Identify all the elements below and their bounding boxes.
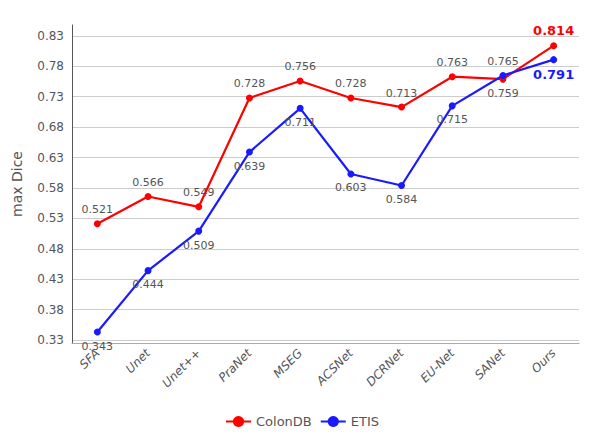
svg-text:0.715: 0.715 — [437, 113, 469, 126]
svg-text:0.73: 0.73 — [37, 90, 64, 104]
svg-text:SANet: SANet — [472, 345, 509, 382]
svg-text:0.521: 0.521 — [82, 203, 114, 216]
svg-text:0.728: 0.728 — [234, 77, 266, 90]
svg-text:0.68: 0.68 — [37, 120, 64, 134]
svg-text:max Dice: max Dice — [9, 151, 25, 217]
svg-text:0.43: 0.43 — [37, 272, 64, 286]
svg-text:0.639: 0.639 — [234, 160, 266, 173]
svg-text:Unet: Unet — [123, 345, 154, 376]
svg-text:0.765: 0.765 — [487, 55, 519, 68]
svg-text:0.759: 0.759 — [487, 87, 519, 100]
svg-text:0.814: 0.814 — [533, 23, 574, 38]
svg-text:0.33: 0.33 — [37, 333, 64, 347]
svg-text:0.549: 0.549 — [183, 186, 215, 199]
svg-text:PraNet: PraNet — [216, 345, 255, 384]
svg-text:0.444: 0.444 — [132, 278, 164, 291]
svg-text:MSEG: MSEG — [271, 346, 306, 381]
svg-text:0.756: 0.756 — [284, 60, 316, 73]
svg-text:0.83: 0.83 — [37, 29, 64, 43]
svg-text:Ours: Ours — [529, 346, 559, 376]
svg-text:0.763: 0.763 — [437, 56, 469, 69]
svg-text:0.343: 0.343 — [82, 340, 114, 353]
svg-text:ETIS: ETIS — [351, 414, 379, 429]
svg-text:0.53: 0.53 — [37, 211, 64, 225]
svg-text:0.48: 0.48 — [37, 242, 64, 256]
svg-text:SFA: SFA — [76, 346, 103, 372]
svg-text:0.38: 0.38 — [37, 303, 64, 317]
svg-text:Unet++: Unet++ — [159, 346, 203, 390]
svg-text:ACSNet: ACSNet — [313, 345, 357, 389]
svg-text:0.584: 0.584 — [386, 193, 418, 206]
svg-text:0.509: 0.509 — [183, 239, 215, 252]
svg-text:DCRNet: DCRNet — [363, 345, 407, 389]
svg-text:0.566: 0.566 — [132, 176, 164, 189]
svg-text:0.78: 0.78 — [37, 59, 64, 73]
svg-text:0.603: 0.603 — [335, 181, 367, 194]
svg-text:0.63: 0.63 — [37, 151, 64, 165]
svg-text:ColonDB: ColonDB — [256, 414, 312, 429]
svg-text:0.713: 0.713 — [386, 87, 418, 100]
svg-text:EU-Net: EU-Net — [418, 345, 458, 385]
svg-text:0.58: 0.58 — [37, 181, 64, 195]
svg-text:0.711: 0.711 — [284, 116, 316, 129]
svg-text:0.791: 0.791 — [533, 67, 574, 82]
svg-text:0.728: 0.728 — [335, 77, 367, 90]
